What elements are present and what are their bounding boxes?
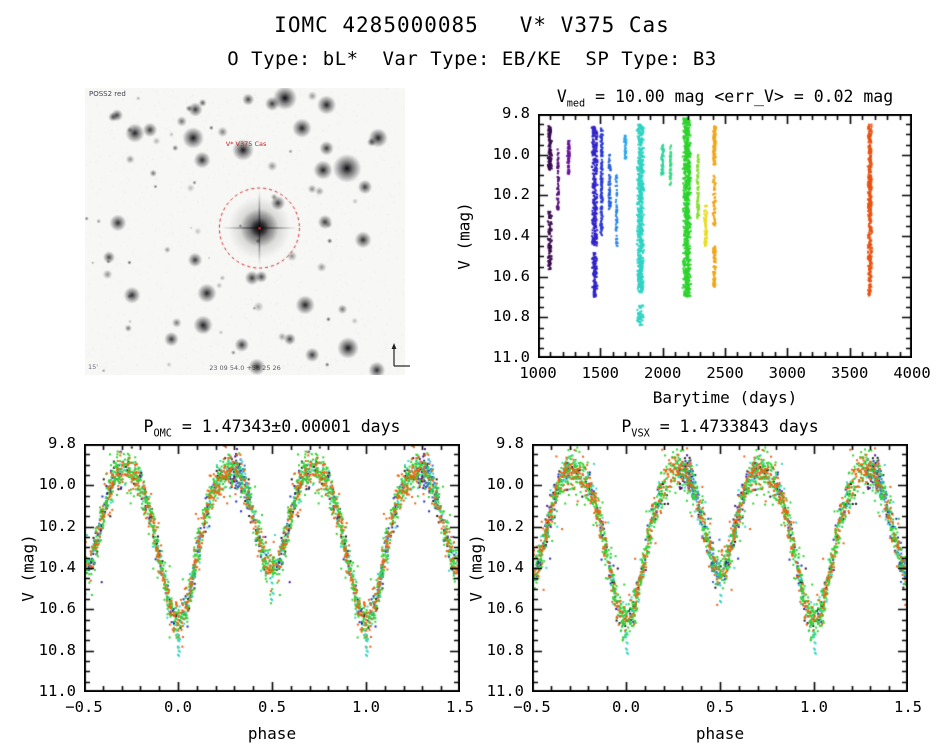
y-tick-label: 9.8 (502, 104, 530, 122)
title-rest: = 10.00 mag <err_V> = 0.02 mag (585, 87, 894, 106)
y-tick-label: 10.4 (38, 558, 76, 576)
phase-omc-canvas (84, 444, 460, 692)
x-tick-label: 1.5 (446, 698, 474, 716)
barytime-xlabel: Barytime (days) (652, 388, 798, 407)
finder-canvas (85, 88, 405, 375)
position-label: 23 09 54.0 +58 25 26 (209, 364, 281, 372)
compass-icon (391, 343, 410, 367)
y-tick-label: 10.0 (492, 144, 530, 163)
x-tick-label: 1500 (581, 364, 619, 382)
phase-vsx-canvas (532, 444, 908, 692)
title-main: P (143, 417, 154, 436)
phase-omc-title: POMC = 1.47343±0.00001 days (144, 417, 401, 439)
x-tick-label: 1.0 (352, 698, 380, 716)
x-tick-label: 0.5 (706, 698, 734, 716)
y-tick-label: 10.2 (38, 516, 76, 535)
page-title: IOMC 4285000085 V* V375 Cas (274, 13, 670, 37)
survey-label: POSS2 red (89, 90, 126, 98)
y-tick-label: 10.4 (486, 558, 524, 576)
y-tick-label: 9.8 (48, 434, 76, 452)
y-tick-label: 10.0 (38, 475, 76, 494)
y-tick-label: 10.8 (492, 307, 530, 326)
x-tick-label: 2500 (706, 364, 744, 382)
y-tick-label: 10.2 (492, 185, 530, 204)
phase-omc-xlabel: phase (247, 724, 297, 743)
barytime-plot-title: Vmed = 10.00 mag <err_V> = 0.02 mag (557, 87, 893, 109)
fov-label: 15' (88, 363, 99, 371)
y-tick-label: 10.4 (492, 226, 530, 244)
y-tick-label: 9.8 (496, 434, 524, 452)
x-tick-label: 1.5 (894, 698, 922, 716)
title-subscript: med (566, 98, 586, 110)
y-tick-label: 11.0 (38, 682, 76, 700)
x-tick-label: 3500 (830, 364, 869, 382)
phase-vsx-title: PVSX = 1.4733843 days (621, 417, 818, 439)
y-tick-label: 10.8 (38, 640, 76, 659)
y-tick-label: 11.0 (492, 348, 530, 366)
y-tick-label: 10.6 (492, 266, 530, 285)
title-subscript: VSX (631, 428, 650, 440)
x-tick-label: −0.5 (513, 698, 551, 716)
finder-chart: POSS2 red V* V375 Cas 23 09 54.0 +58 25 … (85, 88, 410, 375)
target-name-label: V* V375 Cas (225, 139, 267, 148)
y-tick-label: 10.0 (486, 475, 524, 494)
title-main: V (556, 87, 567, 106)
title-rest: = 1.4733843 days (649, 417, 819, 436)
y-tick-label: 10.6 (486, 599, 524, 618)
barytime-ylabel: V (mag) (454, 202, 474, 270)
x-tick-label: 2000 (643, 364, 682, 382)
phase-vsx-xlabel: phase (695, 724, 745, 743)
title-subscript: OMC (153, 428, 172, 440)
y-tick-label: 11.0 (486, 682, 524, 700)
phase-omc-plot: POMC = 1.47343±0.00001 days V (mag) phas… (19, 417, 475, 743)
x-tick-label: 1000 (519, 364, 557, 382)
title-main: P (621, 417, 632, 436)
x-tick-label: 4000 (893, 364, 931, 382)
x-tick-label: 3000 (768, 364, 806, 382)
x-tick-label: 1.0 (800, 698, 828, 716)
x-tick-label: 0.0 (612, 698, 640, 716)
barytime-plot: Vmed = 10.00 mag <err_V> = 0.02 mag V (m… (455, 87, 931, 407)
y-tick-label: 10.8 (486, 640, 524, 659)
y-tick-label: 10.2 (486, 516, 524, 535)
x-tick-label: 0.5 (258, 698, 286, 716)
page-subtitle: O Type: bL* Var Type: EB/KE SP Type: B3 (227, 48, 717, 70)
x-tick-label: −0.5 (65, 698, 103, 716)
phase-vsx-plot: PVSX = 1.4733843 days V (mag) phase −0.5… (467, 417, 923, 743)
barytime-canvas (538, 114, 912, 358)
x-tick-label: 0.0 (164, 698, 192, 716)
title-rest: = 1.47343±0.00001 days (171, 417, 401, 436)
y-tick-label: 10.6 (38, 599, 76, 618)
